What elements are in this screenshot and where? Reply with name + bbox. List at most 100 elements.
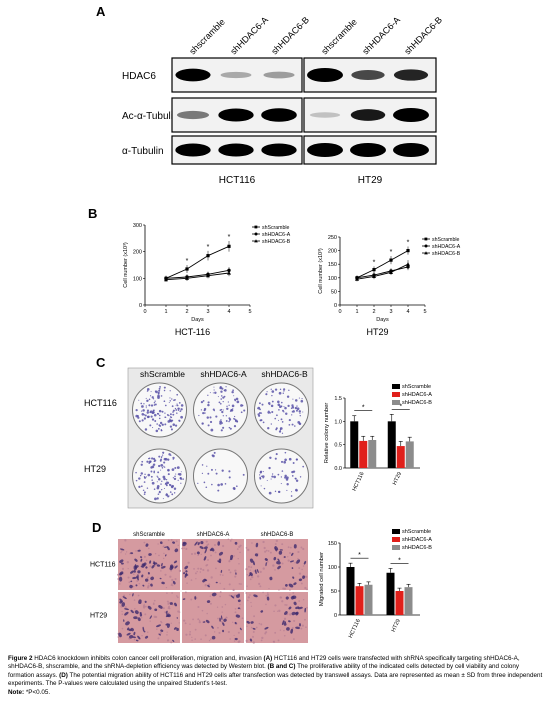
- colony: [160, 464, 164, 467]
- colony: [288, 457, 292, 461]
- membrane-pore: [199, 571, 202, 573]
- migrated-cell: [165, 610, 168, 614]
- colony: [152, 426, 154, 429]
- membrane-pore: [182, 619, 186, 622]
- row-label: HDAC6: [122, 71, 156, 82]
- migrated-cell: [295, 626, 300, 630]
- colony: [279, 405, 282, 408]
- membrane-pore: [278, 589, 280, 591]
- migrated-cell: [149, 615, 152, 620]
- membrane-pore: [132, 585, 135, 588]
- colony: [228, 470, 231, 473]
- series-line: [165, 272, 230, 281]
- colony: [214, 469, 217, 471]
- blot-band: [393, 143, 429, 157]
- migrated-cell: [273, 556, 277, 561]
- colony: [240, 404, 243, 407]
- membrane-pore: [199, 567, 203, 570]
- caption-a-label: (A): [263, 655, 273, 662]
- membrane-pore: [171, 583, 173, 585]
- colony: [174, 475, 176, 478]
- membrane-pore: [252, 635, 254, 638]
- colony: [180, 478, 182, 480]
- migrated-cell: [182, 598, 186, 600]
- colony: [176, 412, 178, 414]
- membrane-pore: [251, 542, 253, 544]
- membrane-pore: [272, 564, 275, 567]
- colony: [280, 418, 283, 421]
- colony: [212, 392, 214, 394]
- membrane-pore: [166, 600, 169, 603]
- membrane-pore: [164, 573, 167, 576]
- colony: [203, 481, 206, 484]
- membrane-pore: [137, 594, 140, 597]
- migrated-cell: [167, 623, 170, 628]
- migrated-cell: [211, 625, 214, 629]
- migrated-cell: [140, 565, 144, 568]
- chart-title: HT29: [366, 327, 388, 337]
- migrated-cell: [154, 608, 158, 612]
- migrated-cell: [222, 629, 225, 633]
- colony: [202, 399, 205, 402]
- colony: [262, 421, 265, 424]
- colony: [162, 452, 164, 454]
- membrane-pore: [297, 557, 299, 560]
- colony: [233, 395, 235, 397]
- colony: [148, 462, 151, 464]
- migrated-cell: [204, 548, 207, 554]
- colony: [154, 400, 156, 402]
- blot-band: [350, 143, 386, 157]
- membrane-pore: [123, 594, 125, 597]
- colony: [166, 414, 169, 416]
- colony: [167, 420, 171, 423]
- y-axis-label: Migrated cell number: [319, 552, 325, 606]
- colony: [180, 404, 184, 407]
- migrated-cell: [130, 570, 134, 574]
- membrane-pore: [184, 622, 187, 625]
- membrane-pore: [195, 578, 197, 580]
- migrated-cell: [139, 612, 142, 614]
- colony: [291, 404, 294, 407]
- y-tick-label: 150: [328, 262, 337, 268]
- colony: [277, 473, 280, 476]
- membrane-pore: [245, 567, 248, 571]
- membrane-pore: [166, 592, 168, 594]
- membrane-pore: [215, 567, 217, 570]
- migrated-cell: [156, 624, 161, 628]
- colony: [221, 469, 224, 472]
- legend-swatch: [392, 537, 400, 542]
- migrated-cell: [249, 558, 254, 563]
- colony: [228, 476, 231, 479]
- panel-b-letter: B: [88, 206, 98, 221]
- legend-swatch: [392, 529, 400, 534]
- colony: [152, 409, 155, 412]
- migrated-cell: [239, 627, 242, 631]
- migrated-cell: [254, 569, 257, 575]
- migrated-cell: [292, 576, 295, 579]
- colony: [275, 453, 278, 456]
- membrane-pore: [273, 610, 275, 613]
- membrane-pore: [146, 576, 149, 579]
- membrane-pore: [205, 540, 208, 543]
- membrane-pore: [185, 633, 188, 636]
- transwell-image: [182, 539, 244, 590]
- colony: [296, 405, 298, 407]
- colony: [171, 405, 174, 408]
- x-tick-label: 0: [338, 309, 341, 315]
- membrane-pore: [168, 612, 170, 614]
- migrated-cell: [172, 639, 175, 642]
- colony: [300, 399, 304, 403]
- migrated-cell: [235, 572, 237, 575]
- x-tick-label: 2: [372, 309, 375, 315]
- colony: [267, 427, 270, 430]
- migrated-cell: [222, 622, 225, 626]
- membrane-pore: [178, 569, 182, 573]
- migrated-cell: [291, 611, 296, 616]
- membrane-pore: [210, 576, 213, 579]
- colony: [161, 466, 164, 469]
- row-label: Ac-α-Tubulin: [122, 111, 179, 122]
- transwell-images: shScramble shHDAC6-A shHDAC6-B HCT116 HT29: [90, 532, 308, 644]
- colony: [150, 475, 153, 478]
- growth-chart: 0 100 200 300 0 1 2 3 4 5 Days Cell number (x10³) HC…: [123, 223, 291, 337]
- cell-line-label: HT29: [358, 175, 383, 186]
